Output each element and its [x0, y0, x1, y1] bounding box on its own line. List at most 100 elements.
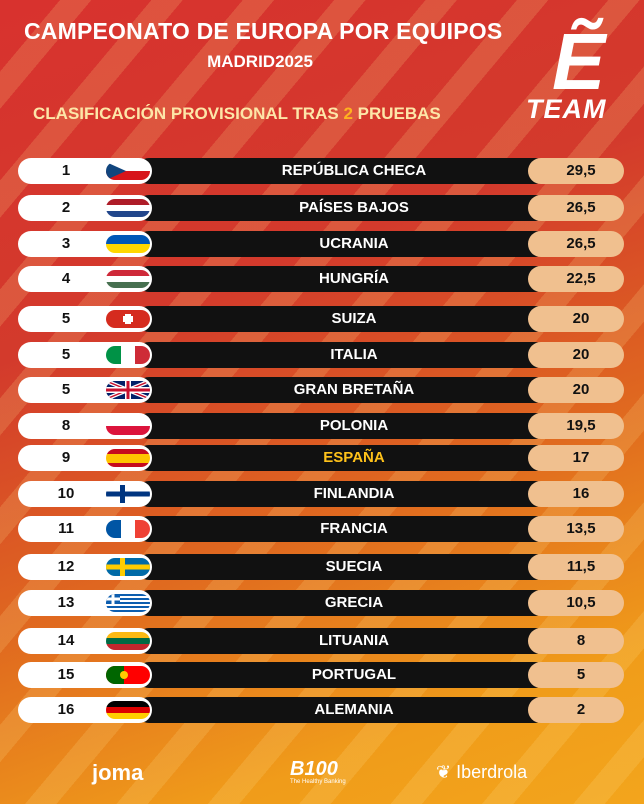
rank-number: 5: [61, 381, 71, 398]
country-bar: [136, 628, 548, 654]
country-name: FRANCIA: [320, 520, 388, 537]
table-row: 16 ALEMANIA 2: [18, 697, 624, 725]
fra-flag-icon: [106, 520, 150, 538]
country-bar: [136, 306, 548, 332]
logo-word: TEAM: [526, 94, 607, 124]
team-logo: Ẽ TEAM: [526, 18, 630, 126]
country-name: GRECIA: [324, 594, 384, 611]
score-pill: [528, 697, 624, 723]
rank-number: 13: [57, 594, 75, 611]
country-name: PAÍSES BAJOS: [299, 199, 409, 216]
country-name: REPÚBLICA CHECA: [281, 162, 427, 179]
table-row: 1 REPÚBLICA CHECA 29,5: [18, 158, 624, 186]
iberdrola-text: Iberdrola: [456, 762, 528, 782]
score-value: 22,5: [566, 270, 596, 287]
country-bar: [136, 158, 548, 184]
esp-flag-icon: [106, 449, 150, 467]
ukr-flag-icon: [106, 235, 150, 253]
sui-flag-icon: [106, 310, 150, 328]
rank-number: 12: [57, 558, 75, 575]
rank-number: 3: [61, 235, 71, 252]
table-row: 14 LITUANIA 8: [18, 628, 624, 656]
table-row: 3 UCRANIA 26,5: [18, 231, 624, 259]
score-pill: [528, 516, 624, 542]
ltu-flag-icon: [106, 632, 150, 650]
logo-mark: Ẽ: [552, 17, 606, 106]
score-value: 26,5: [566, 199, 596, 216]
country-name: PORTUGAL: [311, 666, 397, 683]
table-row: 2 PAÍSES BAJOS 26,5: [18, 195, 624, 223]
rank-number: 1: [61, 162, 71, 179]
country-name: GRAN BRETAÑA: [293, 381, 415, 398]
score-pill: [528, 445, 624, 471]
score-value: 17: [572, 449, 590, 466]
rank-number: 14: [57, 632, 75, 649]
rank-number: 2: [61, 199, 71, 216]
score-pill: [528, 266, 624, 292]
por-flag-icon: [106, 666, 150, 684]
pol-flag-icon: [106, 417, 150, 435]
rank-number: 4: [61, 270, 71, 287]
sponsor-iberdrola-logo: ❦ Iberdrola: [436, 762, 528, 782]
score-value: 20: [572, 346, 590, 363]
country-name: UCRANIA: [319, 235, 389, 252]
table-row: 8 POLONIA 19,5: [18, 413, 624, 441]
score-value: 20: [572, 381, 590, 398]
gbr-flag-icon: [106, 381, 150, 399]
cze-flag-icon: [106, 162, 150, 180]
table-row: 11 FRANCIA 13,5: [18, 516, 624, 544]
score-value: 29,5: [566, 162, 596, 179]
rank-number: 10: [57, 485, 75, 502]
country-bar: [136, 342, 548, 368]
rank-number: 15: [57, 666, 75, 683]
rank-number: 5: [61, 346, 71, 363]
score-pill: [528, 554, 624, 580]
joma-text: joma: [92, 760, 144, 785]
score-value: 20: [572, 310, 590, 327]
rank-number: 9: [61, 449, 71, 466]
score-value: 26,5: [566, 235, 596, 252]
rank-number: 11: [58, 520, 74, 537]
country-bar: [136, 445, 548, 471]
country-name: ALEMANIA: [314, 701, 394, 718]
table-row: 15 PORTUGAL 5: [18, 662, 624, 690]
page-title: CAMPEONATO DE EUROPA POR EQUIPOS: [24, 18, 503, 44]
table-row: 5 SUIZA 20: [18, 306, 624, 334]
b100-tagline: The Healthy Banking: [290, 779, 346, 785]
table-row: 5 GRAN BRETAÑA 20: [18, 377, 624, 405]
rank-number: 5: [61, 310, 71, 327]
country-bar: [136, 662, 548, 688]
country-name: FINLANDIA: [313, 485, 395, 502]
sponsor-b100-logo: B100 The Healthy Banking: [290, 758, 346, 785]
country-name: SUECIA: [325, 558, 383, 575]
score-pill: [528, 306, 624, 332]
country-name: HUNGRÍA: [319, 270, 389, 287]
country-bar: [136, 516, 548, 542]
fin-flag-icon: [106, 485, 150, 503]
country-name: ITALIA: [330, 346, 378, 363]
sponsor-bar: joma B100 The Healthy Banking ❦ Iberdrola: [0, 756, 644, 796]
score-value: 5: [576, 666, 586, 683]
score-value: 11,5: [566, 558, 596, 575]
score-pill: [528, 231, 624, 257]
score-pill: [528, 481, 624, 507]
score-pill: [528, 662, 624, 688]
score-pill: [528, 590, 624, 616]
standings-caption: CLASIFICACIÓN PROVISIONAL TRAS 2 PRUEBAS: [33, 104, 441, 124]
table-row: 5 ITALIA 20: [18, 342, 624, 370]
ger-flag-icon: [106, 701, 150, 719]
score-value: 19,5: [566, 417, 596, 434]
hun-flag-icon: [106, 270, 150, 288]
country-name: POLONIA: [319, 417, 389, 434]
country-bar: [136, 377, 548, 403]
score-value: 8: [576, 632, 586, 649]
table-row: 10 FINLANDIA 16: [18, 481, 624, 509]
score-pill: [528, 628, 624, 654]
caption-number: 2: [343, 104, 353, 123]
score-pill: [528, 377, 624, 403]
country-name: ESPAÑA: [323, 449, 385, 466]
country-bar: [136, 481, 548, 507]
score-pill: [528, 413, 624, 439]
ita-flag-icon: [106, 346, 150, 364]
